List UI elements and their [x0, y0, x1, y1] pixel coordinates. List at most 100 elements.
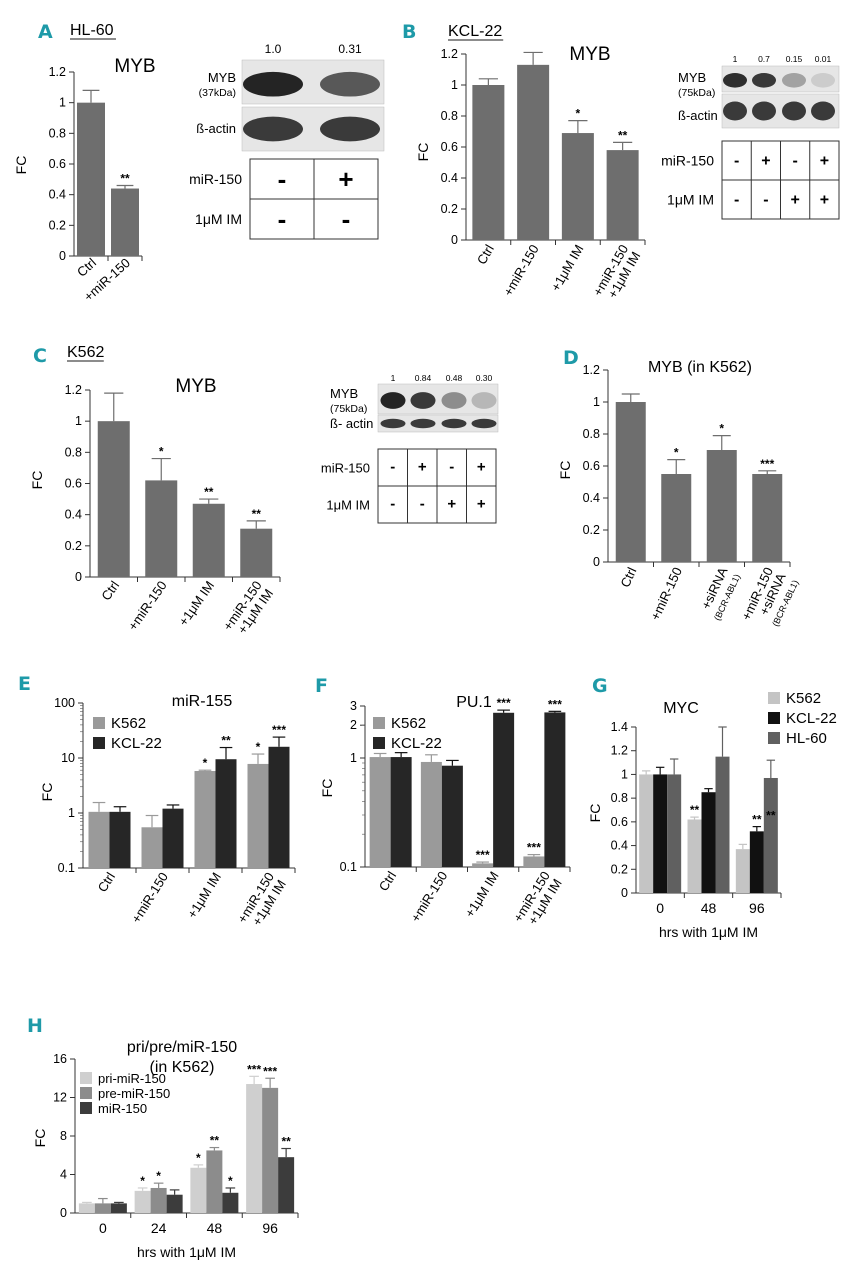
panel-letter-c: C — [33, 345, 47, 367]
legend-swatch — [80, 1102, 92, 1114]
x-tick-label: 96 — [262, 1220, 278, 1236]
x-tick-label: Ctrl — [74, 255, 99, 280]
table-label-mir150: miR-150 — [661, 153, 714, 169]
table-sign: - — [449, 459, 454, 476]
legend-entry: KCL-22 — [786, 710, 837, 727]
x-tick-label: Ctrl — [98, 578, 122, 603]
bar — [472, 863, 494, 867]
x-tick-label: Ctrl — [95, 870, 118, 895]
cell-line-b: KCL-22 — [448, 23, 502, 40]
y-tick-label: 0.4 — [441, 171, 458, 185]
x-axis-label: hrs with 1μM IM — [659, 924, 758, 940]
blot-band — [243, 71, 303, 97]
x-tick-label-line: Ctrl — [376, 869, 399, 894]
bar — [706, 450, 737, 562]
x-tick-label-line: +1μM IM — [176, 578, 218, 629]
y-tick-label: 0.8 — [49, 126, 66, 140]
y-tick-label: 0.2 — [49, 218, 66, 232]
panel-letter-h: H — [27, 1015, 43, 1037]
significance-label: ** — [210, 1134, 220, 1148]
band-value: 1 — [391, 373, 396, 383]
bar — [701, 792, 716, 893]
significance-label: *** — [527, 841, 541, 855]
chart-title: pri/pre/miR-150 — [127, 1039, 237, 1056]
x-axis-label: hrs with 1μM IM — [137, 1244, 236, 1260]
bar — [222, 1192, 239, 1213]
significance-label: *** — [247, 1062, 261, 1076]
bar — [110, 1203, 127, 1213]
significance-label: ** — [281, 1135, 291, 1149]
bar — [472, 85, 505, 240]
y-tick-label: 1 — [621, 767, 628, 781]
significance-label: * — [196, 1151, 201, 1165]
x-tick-label-line: Ctrl — [74, 255, 99, 280]
y-tick-label: 1 — [593, 395, 600, 409]
x-tick-label: 0 — [656, 900, 664, 916]
y-tick-label: 3 — [350, 699, 357, 713]
significance-label: * — [256, 740, 261, 754]
blot-band — [410, 392, 436, 409]
x-tick-label: +miR-150 — [128, 870, 171, 926]
x-tick-label: Ctrl — [474, 242, 497, 267]
bar — [523, 856, 545, 867]
bar — [150, 1187, 167, 1213]
bar — [262, 1087, 279, 1213]
bar — [420, 761, 442, 867]
blot-band — [723, 101, 747, 121]
y-tick-label: 12 — [53, 1091, 67, 1105]
table-sign: + — [447, 496, 456, 513]
bar — [278, 1157, 295, 1213]
bar — [109, 811, 131, 868]
legend-entry: KCL-22 — [391, 735, 442, 752]
bar — [369, 757, 391, 867]
significance-label: ** — [252, 507, 262, 521]
x-tick-label-line: Ctrl — [98, 578, 122, 603]
significance-label: *** — [272, 723, 286, 737]
y-axis-label: FC — [29, 471, 45, 490]
bar — [192, 503, 225, 577]
y-axis-label: FC — [319, 779, 335, 798]
bar — [390, 757, 412, 867]
y-axis-label: FC — [32, 1129, 48, 1148]
bar — [78, 1203, 95, 1213]
y-tick-label: 0.4 — [49, 188, 66, 202]
table-label-im: 1μM IM — [326, 498, 370, 513]
chart-title: MYB — [569, 44, 610, 65]
blot-band — [752, 73, 776, 88]
bar — [134, 1190, 151, 1213]
significance-label: * — [203, 756, 208, 770]
table-sign: - — [390, 496, 395, 513]
bar — [215, 759, 237, 868]
band-value: 1.0 — [265, 42, 282, 56]
bar — [667, 774, 682, 893]
y-tick-label: 8 — [60, 1129, 67, 1143]
legend-swatch — [373, 717, 385, 729]
bar — [145, 480, 178, 577]
y-tick-label: 0.2 — [611, 862, 628, 876]
y-tick-label: 1 — [350, 751, 357, 765]
band-value: 0.48 — [446, 373, 463, 383]
table-sign: + — [820, 192, 829, 209]
legend-swatch — [373, 737, 385, 749]
significance-label: ** — [752, 813, 762, 827]
chart-title: MYC — [663, 700, 699, 717]
significance-label: * — [719, 422, 724, 436]
y-tick-label: 0.8 — [441, 109, 458, 123]
bar — [141, 827, 163, 868]
x-tick-label: +miR-150 — [408, 869, 451, 925]
x-tick-label: Ctrl — [617, 565, 639, 590]
band-value: 0.01 — [815, 54, 832, 64]
y-tick-label: 1.2 — [583, 363, 600, 377]
bar — [687, 819, 702, 893]
significance-label: ** — [120, 171, 130, 185]
significance-label: *** — [760, 457, 774, 471]
bar — [268, 746, 290, 868]
legend-swatch — [768, 712, 780, 724]
x-tick-label: +1μM IM — [176, 578, 218, 629]
blot-label-myb: MYB — [208, 70, 236, 85]
x-tick-label: Ctrl — [376, 869, 399, 894]
y-tick-label: 0.1 — [340, 860, 357, 874]
table-sign: + — [790, 192, 799, 209]
bar — [441, 765, 463, 867]
